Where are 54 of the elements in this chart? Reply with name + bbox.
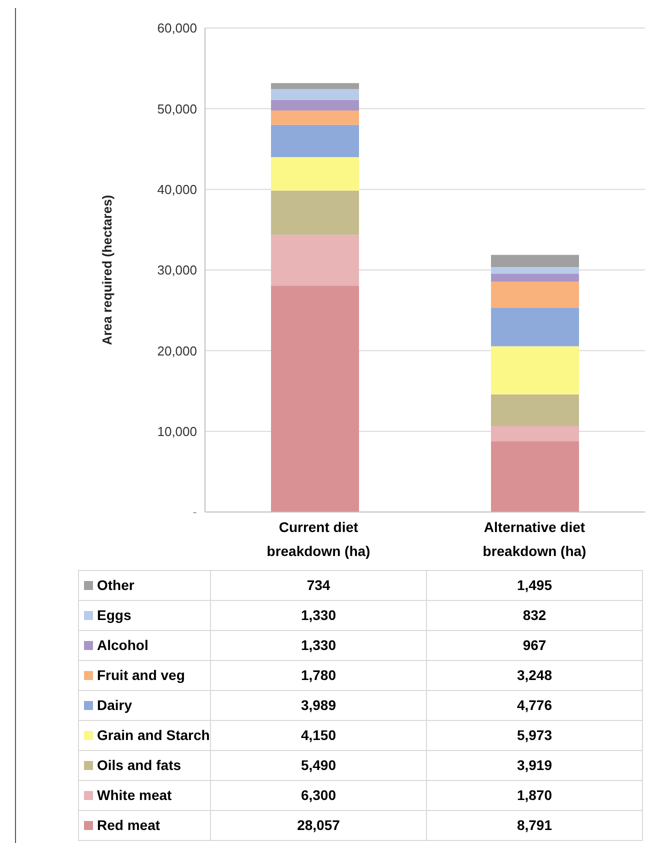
legend-label: Dairy bbox=[78, 690, 210, 720]
bar bbox=[491, 308, 579, 346]
legend-label: Other bbox=[78, 570, 210, 600]
legend-label: White meat bbox=[78, 780, 210, 810]
bar bbox=[271, 100, 359, 111]
bar bbox=[271, 83, 359, 90]
data-label: 1,495 bbox=[426, 570, 642, 600]
bar bbox=[491, 254, 579, 267]
data-label: 1,330 bbox=[210, 600, 426, 630]
legend-label: Oils and fats bbox=[78, 750, 210, 780]
y-tick-label: 40,000 bbox=[157, 182, 197, 197]
bar bbox=[271, 157, 359, 191]
bar bbox=[271, 286, 359, 512]
bar bbox=[491, 426, 579, 442]
y-tick-label: 10,000 bbox=[157, 424, 197, 439]
x-tick-label: Current diet breakdown (ha) bbox=[266, 518, 372, 561]
data-label: 5,973 bbox=[426, 720, 642, 750]
data-label: 967 bbox=[426, 630, 642, 660]
data-label: 1,780 bbox=[210, 660, 426, 690]
legend-label: Alcohol bbox=[78, 630, 210, 660]
data-label: 3,989 bbox=[210, 690, 426, 720]
bar bbox=[491, 266, 579, 274]
data-label: 6,300 bbox=[210, 780, 426, 810]
data-label: 734 bbox=[210, 570, 426, 600]
legend-label: Eggs bbox=[78, 600, 210, 630]
bar bbox=[491, 281, 579, 308]
data-label: 4,776 bbox=[426, 690, 642, 720]
data-label: 832 bbox=[426, 600, 642, 630]
bar bbox=[491, 394, 579, 426]
data-label: 1,870 bbox=[426, 780, 642, 810]
bar bbox=[491, 441, 579, 512]
legend-label: Red meat bbox=[78, 810, 210, 840]
data-label: 8,791 bbox=[426, 810, 642, 840]
bar bbox=[271, 110, 359, 125]
bar bbox=[491, 274, 579, 282]
data-label: 4,150 bbox=[210, 720, 426, 750]
bar bbox=[271, 190, 359, 235]
y-tick-label: 50,000 bbox=[157, 101, 197, 116]
bar bbox=[491, 346, 579, 394]
legend-label: Grain and Starch bbox=[78, 720, 210, 750]
data-label: 1,330 bbox=[210, 630, 426, 660]
legend-label: Fruit and veg bbox=[78, 660, 210, 690]
y-tick-label: 20,000 bbox=[157, 343, 197, 358]
y-tick-label: 60,000 bbox=[157, 20, 197, 36]
bar bbox=[271, 124, 359, 158]
y-tick-label: 30,000 bbox=[157, 262, 197, 278]
bar bbox=[271, 234, 359, 286]
y-axis-title: Area required (hectares) bbox=[100, 194, 115, 346]
x-tick-label: Alternative diet breakdown (ha) bbox=[482, 518, 588, 561]
bar bbox=[271, 89, 359, 100]
data-label: 5,490 bbox=[210, 750, 426, 780]
data-label: 3,248 bbox=[426, 660, 642, 690]
data-label: 3,919 bbox=[426, 750, 642, 780]
data-label: 28,057 bbox=[210, 810, 426, 840]
